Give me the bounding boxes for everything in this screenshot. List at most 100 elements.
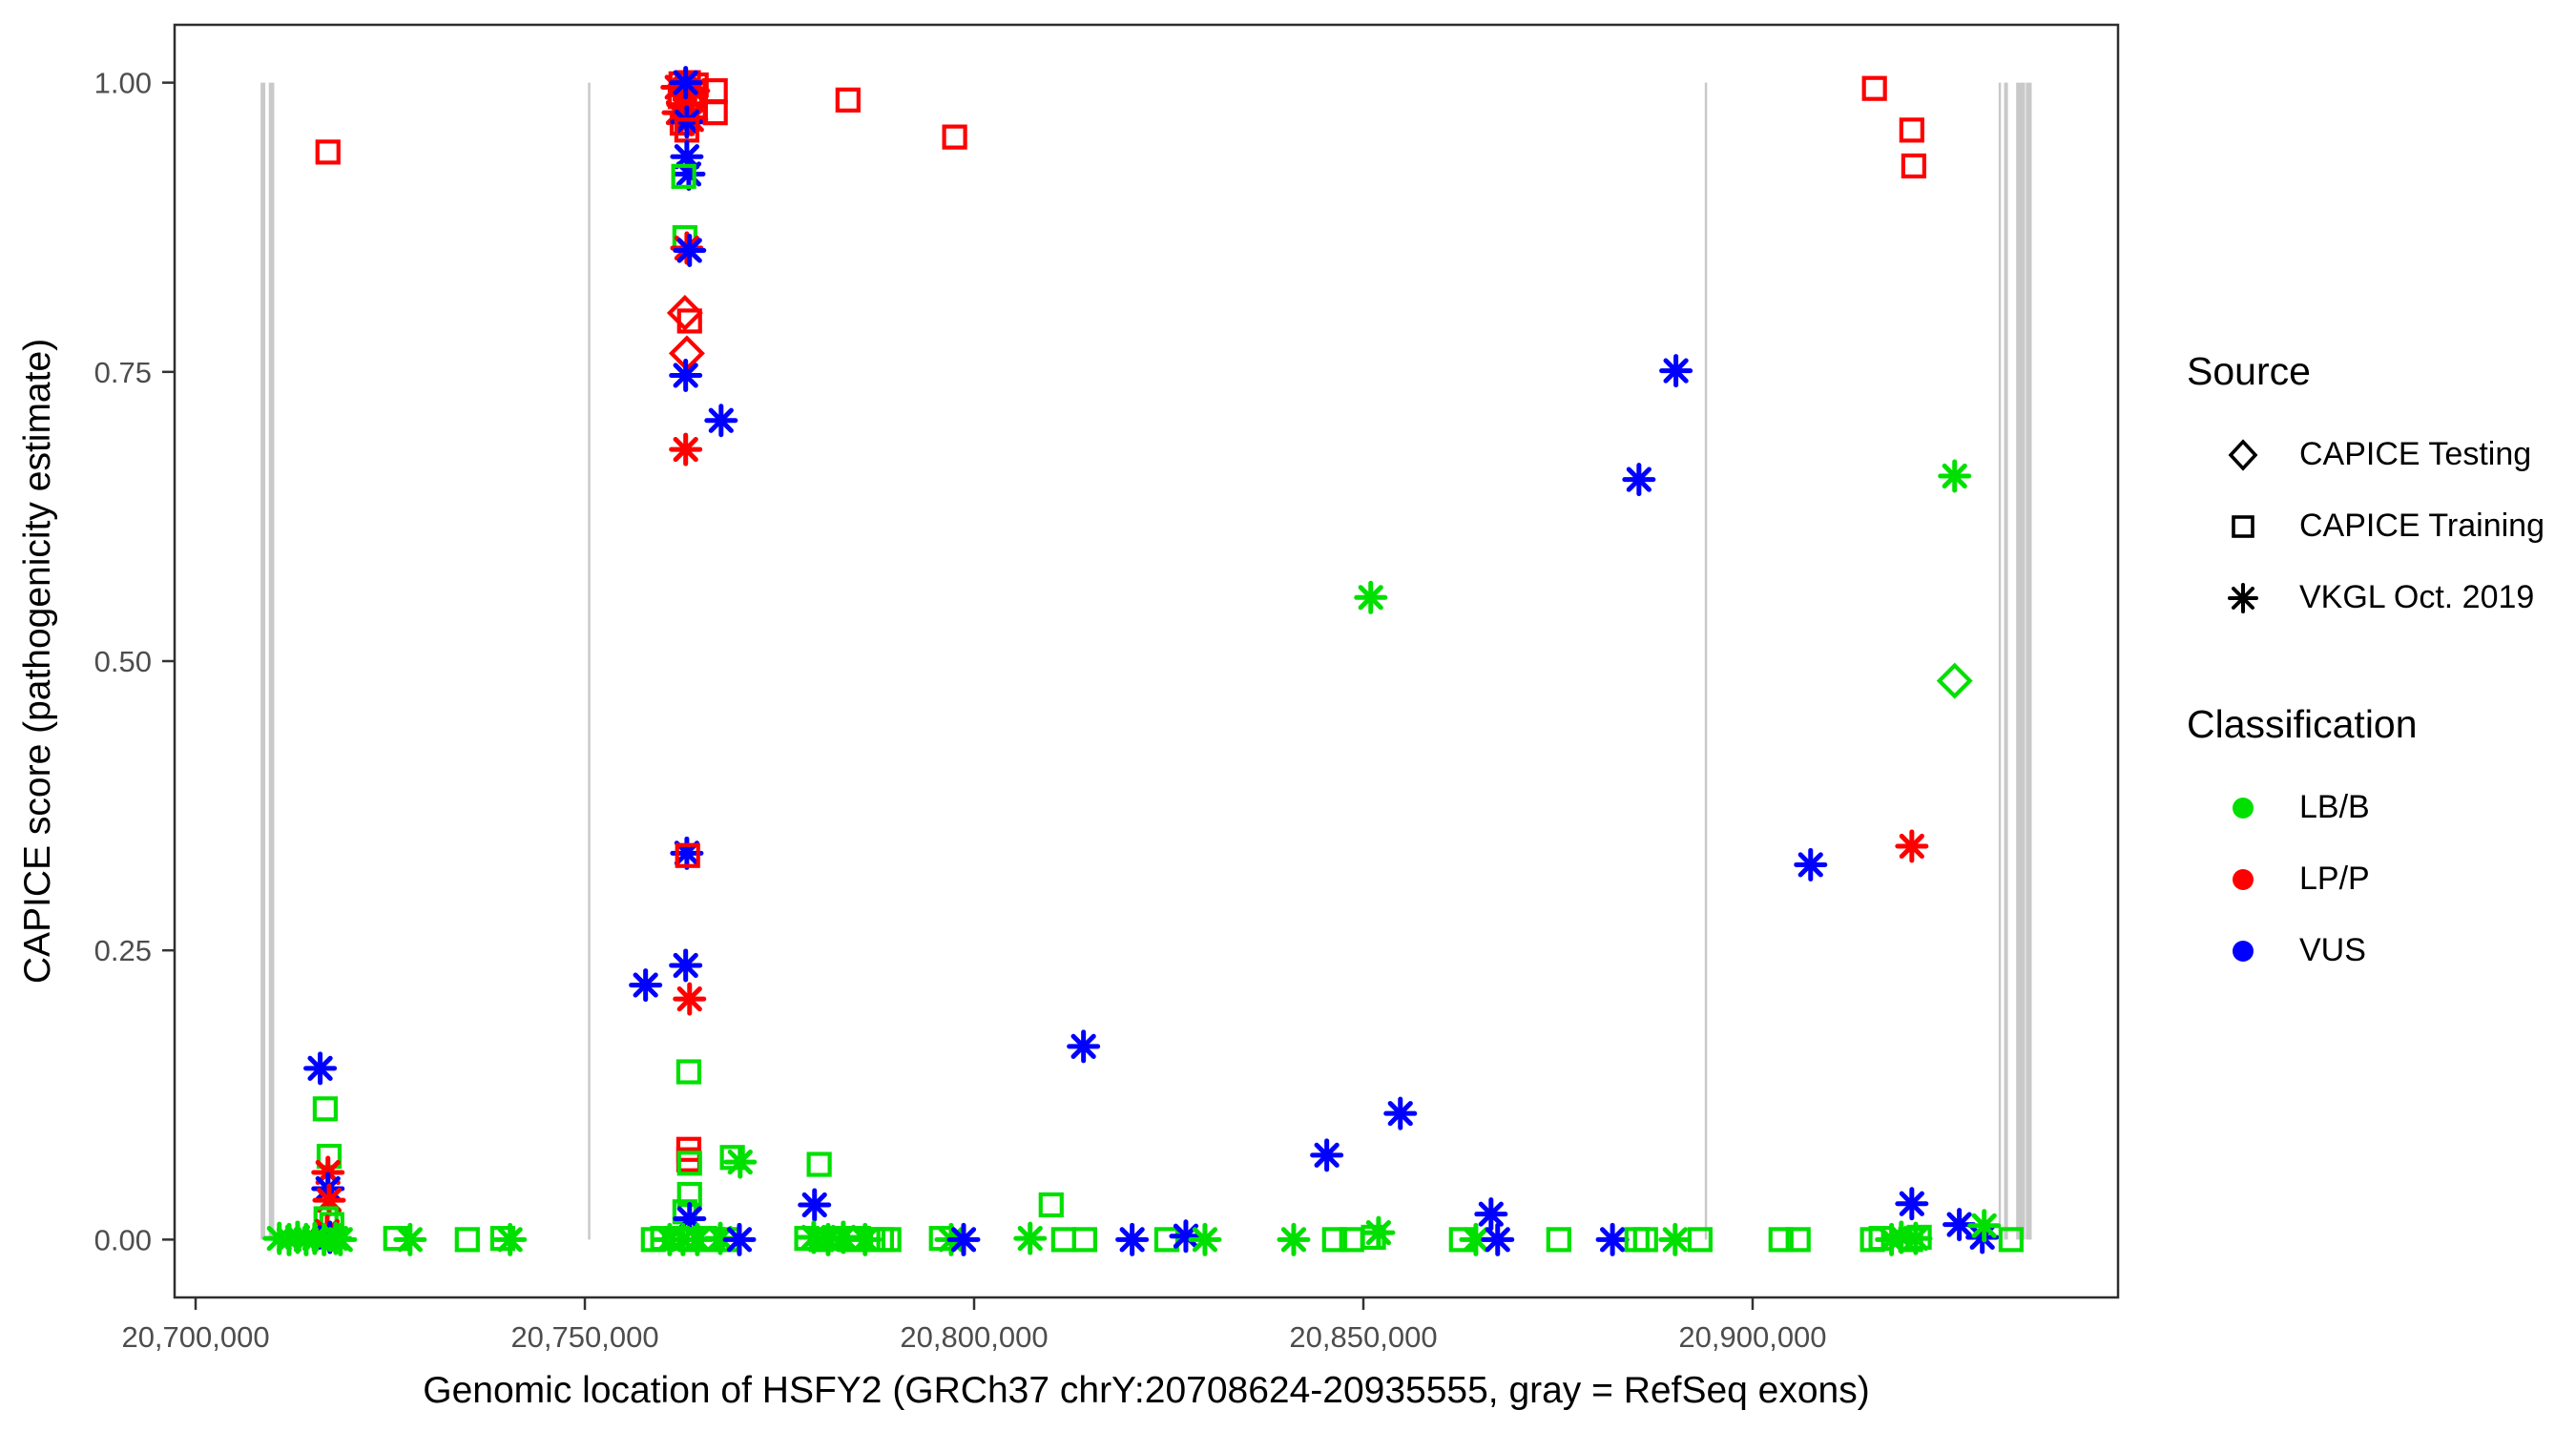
panel-border — [173, 23, 2120, 1299]
data-point-square — [1899, 117, 1924, 143]
red-dot-icon — [2187, 861, 2299, 899]
data-point-square — [702, 100, 728, 126]
legend-item-vkgl: VKGL Oct. 2019 — [2187, 562, 2545, 633]
data-point-square — [1071, 1227, 1097, 1253]
refseq-exon-bar — [2016, 82, 2025, 1240]
data-point-square — [676, 308, 702, 334]
data-point-asterisk — [673, 233, 707, 267]
data-point-square — [315, 139, 341, 165]
data-point-square — [1546, 1227, 1571, 1253]
refseq-exon-bar — [2004, 82, 2008, 1240]
refseq-exon-bar — [268, 82, 275, 1240]
data-point-asterisk — [1310, 1138, 1344, 1172]
data-point-asterisk — [1658, 1222, 1693, 1256]
data-point-asterisk — [1354, 580, 1388, 614]
y-tick-label: 0.50 — [94, 645, 152, 678]
data-point-asterisk — [722, 1222, 757, 1256]
x-tick-label: 20,850,000 — [1289, 1320, 1437, 1354]
data-point-square — [675, 1059, 702, 1085]
data-point-asterisk — [1794, 847, 1828, 881]
legend-item-label: LB/B — [2299, 789, 2370, 825]
asterisk-icon — [2187, 579, 2299, 617]
legend: Source CAPICE Testing CAPICE Training — [2187, 349, 2545, 986]
green-dot-icon — [2187, 789, 2299, 827]
blue-dot-icon — [2187, 932, 2299, 970]
data-point-asterisk — [798, 1188, 832, 1222]
data-point-diamond — [666, 294, 703, 331]
data-point-asterisk — [1067, 1029, 1101, 1064]
data-point-square — [1768, 1227, 1794, 1253]
data-point-square — [1906, 1224, 1932, 1251]
legend-item-label: VKGL Oct. 2019 — [2299, 579, 2535, 615]
data-point-asterisk — [1595, 1222, 1630, 1256]
legend-item-label: CAPICE Training — [2299, 508, 2545, 544]
refseq-exon-bar — [1704, 82, 1708, 1240]
data-point-asterisk — [669, 358, 703, 392]
x-tick-label: 20,750,000 — [510, 1320, 658, 1354]
data-point-square — [1153, 1227, 1180, 1253]
data-point-asterisk — [493, 1222, 528, 1256]
data-point-asterisk — [1481, 1222, 1515, 1256]
legend-item-capice-training: CAPICE Training — [2187, 490, 2545, 562]
plot-panel — [175, 25, 2118, 1297]
data-point-square — [1361, 1224, 1386, 1251]
data-point-asterisk — [1361, 1215, 1396, 1250]
data-point-asterisk — [1895, 829, 1929, 863]
data-point-square — [454, 1227, 480, 1253]
data-point-square — [675, 842, 700, 868]
refseq-exon-bar — [1998, 82, 2002, 1240]
data-point-square — [1785, 1227, 1811, 1253]
data-point-square — [671, 163, 696, 189]
y-tick-label: 0.00 — [94, 1223, 152, 1256]
data-point-asterisk — [669, 948, 703, 983]
data-point-square — [1901, 153, 1926, 179]
diamond-icon — [2187, 436, 2299, 474]
data-point-asterisk — [673, 982, 707, 1016]
legend-item-label: LP/P — [2299, 861, 2370, 897]
data-point-asterisk — [1967, 1209, 2002, 1243]
data-point-asterisk — [1013, 1221, 1048, 1255]
y-tick-label: 0.75 — [94, 356, 152, 389]
legend-gap — [2187, 633, 2545, 702]
data-point-asterisk — [669, 432, 703, 467]
data-point-asterisk — [1277, 1222, 1311, 1256]
data-point-square — [1687, 1227, 1714, 1253]
data-point-asterisk — [629, 968, 663, 1003]
legend-item-label: CAPICE Testing — [2299, 436, 2532, 472]
data-point-square — [312, 1096, 338, 1122]
data-point-square — [806, 1151, 832, 1177]
refseq-exon-bar — [2025, 82, 2032, 1240]
x-tick-label: 20,700,000 — [121, 1320, 269, 1354]
square-icon — [2187, 508, 2299, 546]
data-point-square — [1321, 1227, 1347, 1253]
data-point-asterisk — [1895, 1187, 1929, 1221]
legend-item-capice-testing: CAPICE Testing — [2187, 419, 2545, 490]
x-tick-label: 20,900,000 — [1678, 1320, 1826, 1354]
data-point-asterisk — [1474, 1197, 1508, 1232]
data-point-square — [835, 87, 861, 113]
legend-item-label: VUS — [2299, 932, 2366, 968]
y-axis-title: CAPICE score (pathogenicity estimate) — [17, 338, 58, 985]
legend-source-title: Source — [2187, 349, 2311, 393]
legend-item-vus: VUS — [2187, 915, 2545, 986]
data-point-square — [1632, 1227, 1658, 1253]
data-point-asterisk — [704, 404, 738, 438]
data-point-asterisk — [1659, 354, 1693, 388]
data-point-asterisk — [946, 1222, 981, 1256]
x-tick-label: 20,800,000 — [900, 1320, 1048, 1354]
legend-item-lbb: LB/B — [2187, 772, 2545, 843]
data-point-square — [1861, 75, 1887, 101]
data-point-square — [942, 124, 967, 150]
data-point-square — [876, 1227, 902, 1253]
data-point-asterisk — [323, 1222, 358, 1256]
refseq-exon-bar — [588, 82, 591, 1240]
refseq-exon-bar — [260, 82, 266, 1240]
x-axis-title: Genomic location of HSFY2 (GRCh37 chrY:2… — [423, 1370, 1870, 1411]
data-point-square — [1038, 1192, 1064, 1218]
data-point-asterisk — [303, 1051, 338, 1086]
legend-classification-title: Classification — [2187, 702, 2418, 746]
data-point-asterisk — [1622, 463, 1656, 497]
data-point-asterisk — [393, 1222, 427, 1256]
